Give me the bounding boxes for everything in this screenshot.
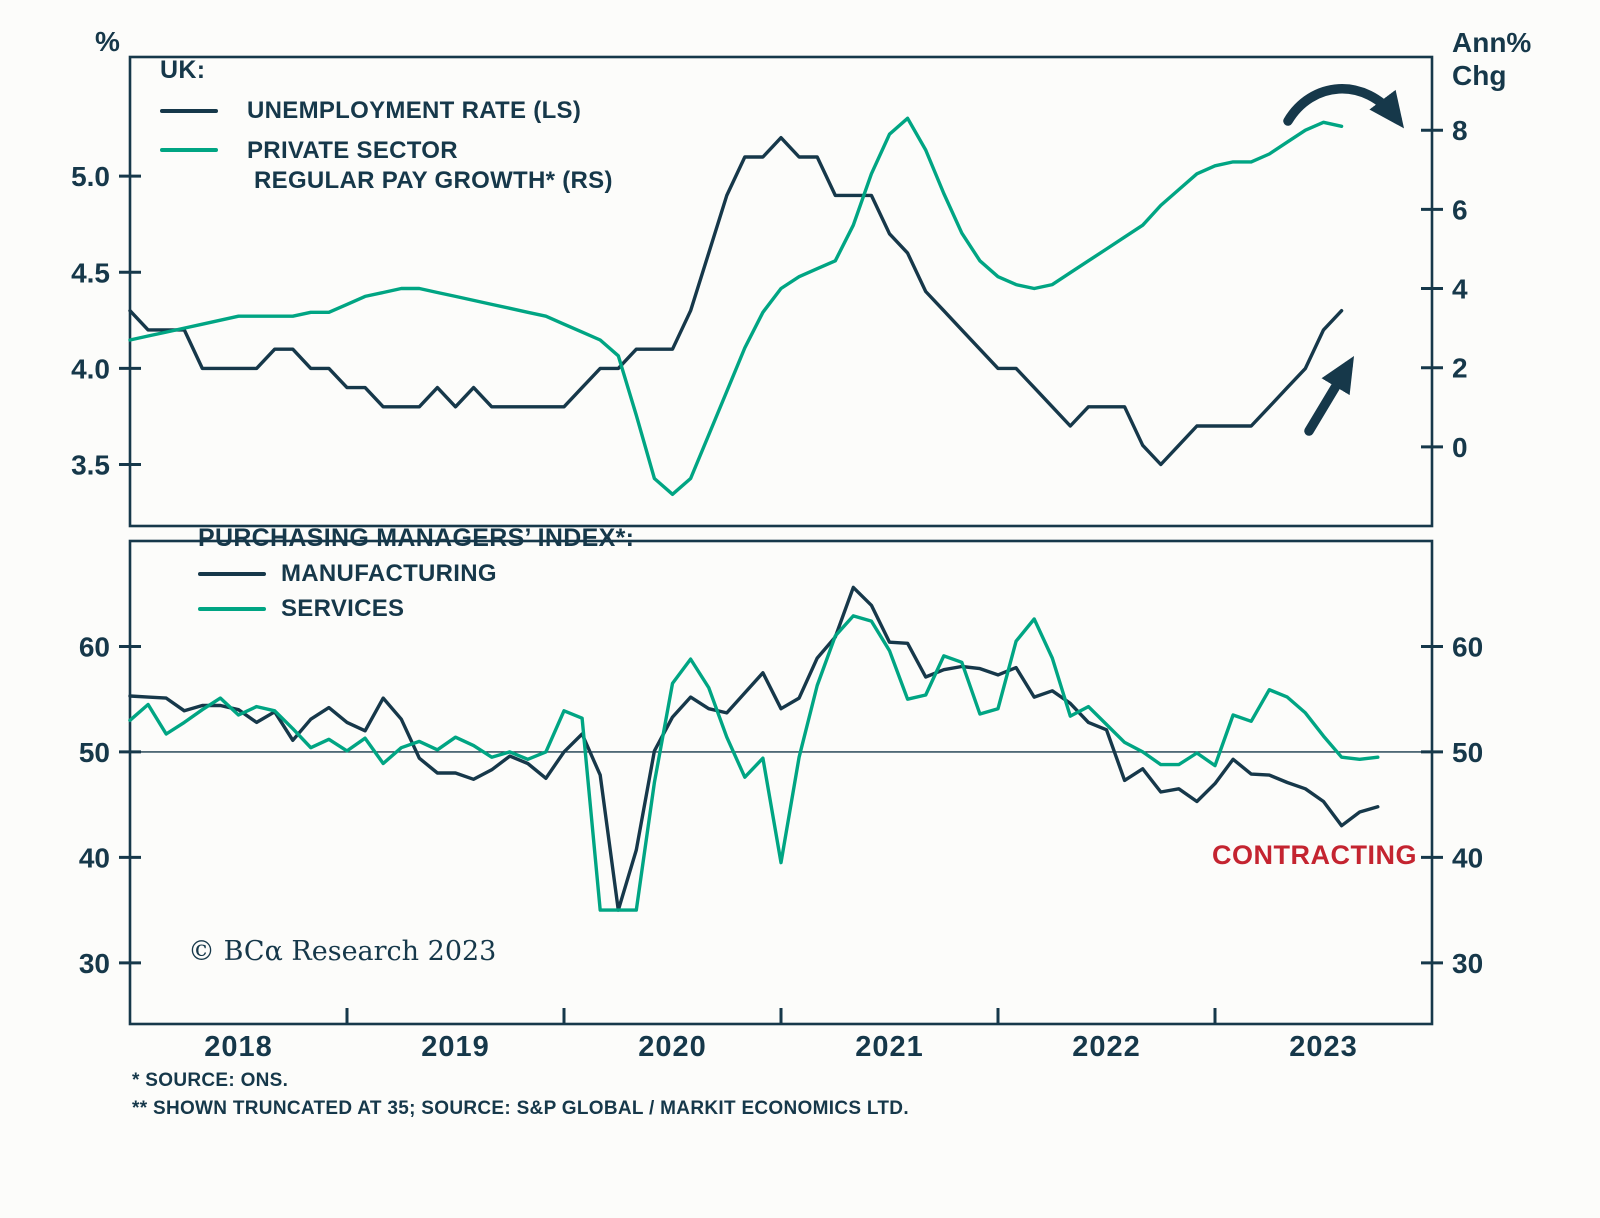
pay-growth-legend-line1: PRIVATE SECTOR — [247, 137, 458, 165]
copyright-notice: © BCα Research 2023 — [188, 936, 497, 967]
left-axis-tick-label: 30 — [79, 948, 110, 979]
right-axis-unit-line2: Chg — [1452, 60, 1507, 92]
right-axis-unit-label: Ann% Chg — [1452, 26, 1531, 92]
x-axis-label: 2020 — [638, 1031, 707, 1063]
top-panel-border — [128, 55, 1434, 528]
pay-growth-legend-line2: REGULAR PAY GROWTH* (RS) — [254, 166, 613, 194]
contracting-annotation: CONTRACTING — [1212, 840, 1417, 870]
left-axis-tick-label: 4.5 — [71, 257, 110, 288]
right-axis-tick-label: 30 — [1452, 948, 1483, 979]
right-axis-tick-label: 50 — [1452, 737, 1483, 768]
unemployment-line-sample-icon — [160, 108, 218, 113]
right-axis-tick-label: 40 — [1452, 842, 1483, 873]
legend-entry-unemployment: UNEMPLOYMENT RATE (LS) — [160, 96, 613, 125]
top-panel: 3.5 4.0 4.5 5.0 0 2 4 6 8 — [71, 55, 1468, 528]
right-axis-tick-label: 0 — [1452, 432, 1468, 463]
pay-growth-legend-label: PRIVATE SECTOR REGULAR PAY GROWTH* (RS) — [247, 136, 613, 195]
top-legend-title: UK: — [160, 56, 206, 84]
right-axis-tick-label: 6 — [1452, 194, 1468, 225]
unemployment-legend-label: UNEMPLOYMENT RATE (LS) — [247, 97, 582, 124]
left-axis-tick-label: 40 — [79, 842, 110, 873]
x-axis-label: 2022 — [1072, 1031, 1141, 1063]
left-axis-tick-label: 60 — [79, 631, 110, 662]
left-axis-tick-label: 4.0 — [71, 353, 110, 384]
footnote-truncation-source: ** SHOWN TRUNCATED AT 35; SOURCE: S&P GL… — [132, 1098, 909, 1119]
footnote-source-ons: * SOURCE: ONS. — [132, 1070, 289, 1091]
x-axis-label: 2018 — [204, 1031, 273, 1063]
pay-growth-line — [128, 116, 1344, 496]
bottom-panel-legend: PURCHASING MANAGERS’ INDEX*: MANUFACTURI… — [198, 524, 634, 624]
top-panel-legend: UK: UNEMPLOYMENT RATE (LS) PRIVATE SECTO… — [160, 56, 613, 195]
legend-entry-pay-growth: PRIVATE SECTOR REGULAR PAY GROWTH* (RS) — [160, 136, 613, 195]
services-line-sample-icon — [198, 606, 266, 611]
bottom-panel: 30 40 50 60 30 40 50 60 — [79, 539, 1483, 1026]
unemployment-rising-arrow-icon — [1304, 355, 1355, 436]
left-axis-tick-label: 5.0 — [71, 161, 110, 192]
x-axis-label: 2021 — [855, 1031, 924, 1063]
right-axis-tick-label: 4 — [1452, 274, 1468, 305]
manufacturing-line — [128, 585, 1380, 912]
left-axis-unit-label: % — [95, 26, 120, 57]
right-axis-unit-line1: Ann% — [1452, 27, 1532, 58]
manufacturing-line-sample-icon — [198, 571, 266, 576]
legend-entry-services: SERVICES — [198, 594, 634, 623]
left-axis-tick-label: 50 — [79, 737, 110, 768]
pmi-legend-title: PURCHASING MANAGERS’ INDEX*: — [198, 524, 635, 552]
chart-layer: 3.5 4.0 4.5 5.0 0 2 4 6 8 30 40 50 60 30 40 50 60 2018 201… — [71, 55, 1483, 1063]
pay-growth-rollover-arrow-icon — [1283, 84, 1405, 129]
x-axis-label: 2023 — [1289, 1031, 1358, 1063]
manufacturing-legend-label: MANUFACTURING — [281, 560, 497, 587]
services-line — [128, 614, 1380, 912]
pay-growth-line-sample-icon — [160, 148, 218, 153]
x-axis-label: 2019 — [421, 1031, 490, 1063]
legend-entry-manufacturing: MANUFACTURING — [198, 559, 634, 588]
right-axis-tick-label: 8 — [1452, 115, 1468, 146]
services-legend-label: SERVICES — [281, 595, 405, 623]
unemployment-line — [128, 135, 1344, 467]
right-axis-tick-label: 60 — [1452, 631, 1483, 662]
right-axis-tick-label: 2 — [1452, 353, 1468, 384]
left-axis-tick-label: 3.5 — [71, 449, 110, 480]
